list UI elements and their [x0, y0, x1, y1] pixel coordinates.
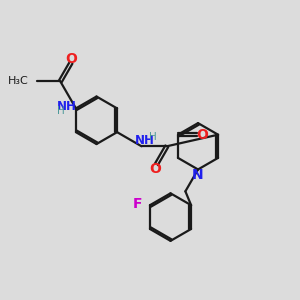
Text: O: O — [65, 52, 77, 66]
Text: NH: NH — [56, 100, 76, 113]
Text: N: N — [192, 168, 204, 182]
Text: O: O — [149, 162, 161, 176]
Text: F: F — [133, 197, 142, 211]
Text: O: O — [196, 128, 208, 142]
Text: NH: NH — [135, 134, 155, 147]
Text: H: H — [57, 106, 64, 116]
Text: H₃C: H₃C — [8, 76, 29, 86]
Text: H: H — [149, 132, 157, 142]
